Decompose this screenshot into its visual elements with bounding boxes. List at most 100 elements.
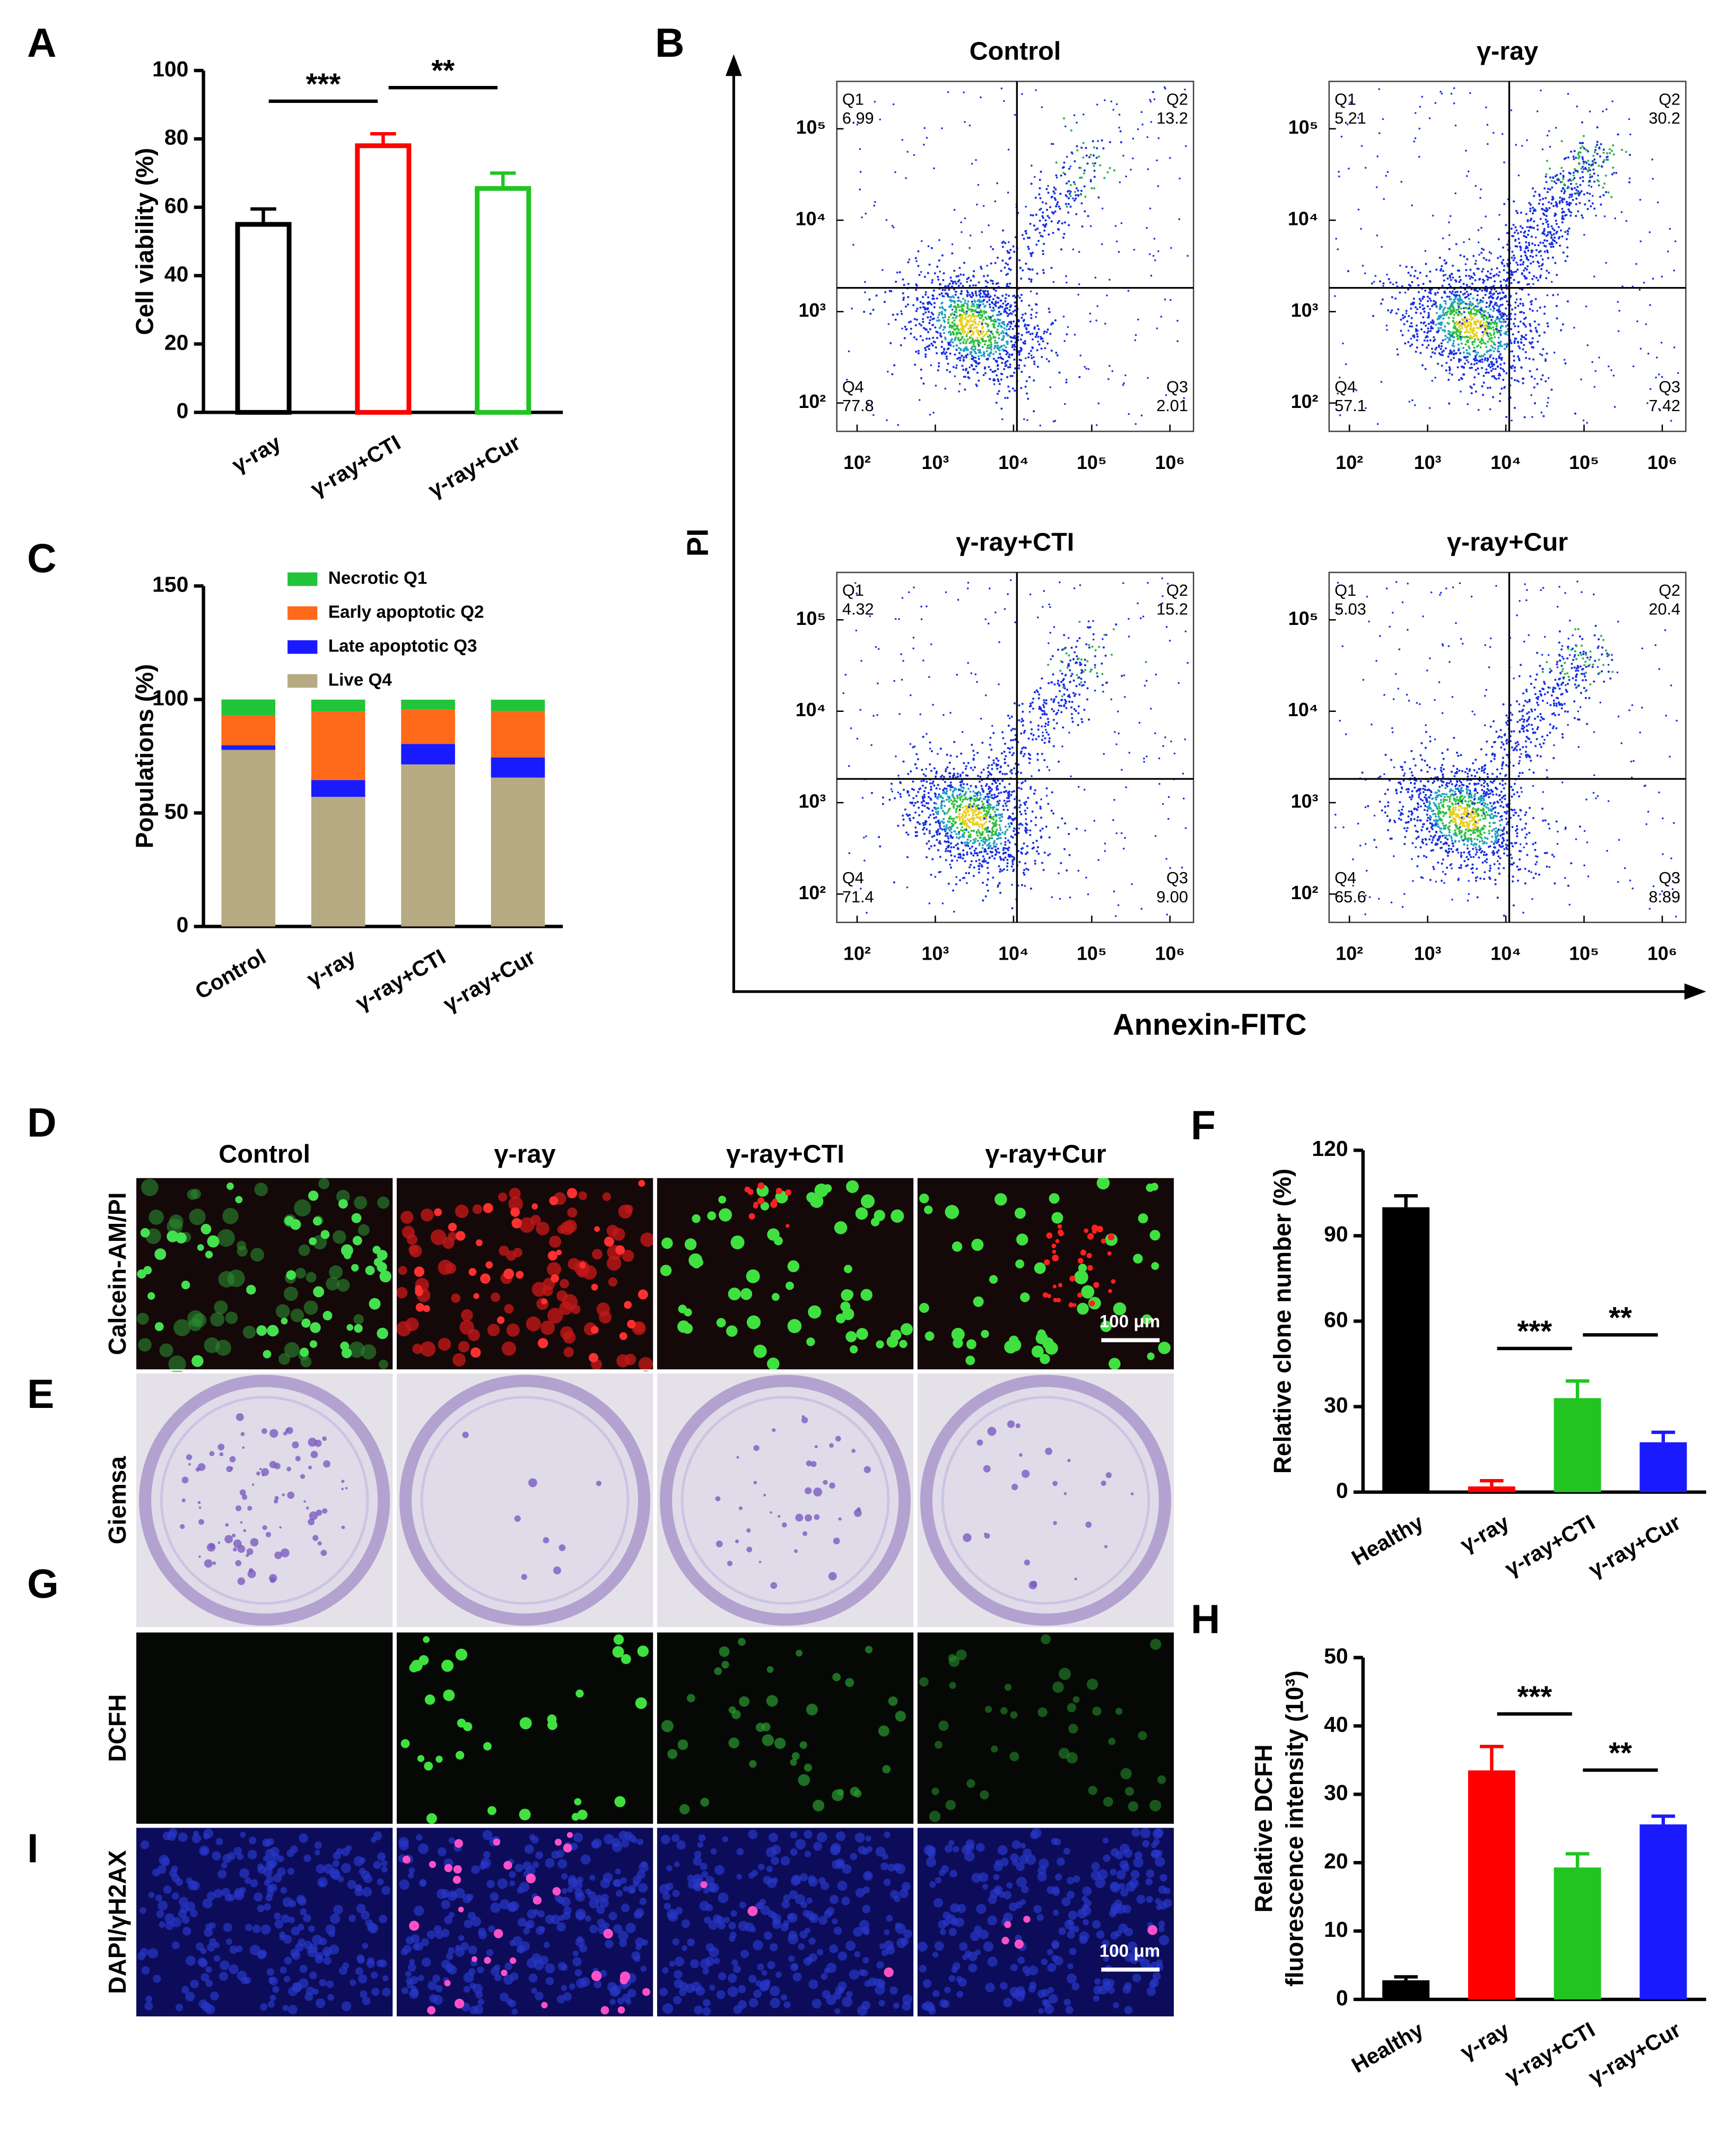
event-dot	[983, 351, 985, 354]
event-dot	[1476, 353, 1478, 356]
event-dot	[1014, 305, 1017, 308]
event-dot	[1523, 269, 1525, 272]
event-dot	[902, 814, 904, 817]
event-dot	[882, 803, 884, 805]
event-dot	[1444, 347, 1447, 350]
event-dot	[1001, 246, 1004, 248]
event-dot	[1522, 348, 1524, 351]
event-dot	[1440, 342, 1443, 345]
event-dot	[1032, 738, 1034, 741]
event-dot	[1074, 334, 1076, 336]
event-dot	[1387, 309, 1390, 312]
event-dot	[1647, 352, 1650, 355]
event-dot	[1009, 366, 1011, 368]
event-dot	[1486, 124, 1489, 126]
event-dot	[1537, 244, 1540, 247]
event-dot	[934, 844, 936, 847]
event-dot	[1489, 272, 1492, 275]
event-dot	[990, 279, 992, 282]
event-dot	[978, 320, 981, 323]
event-dot	[1089, 320, 1092, 323]
event-dot	[1428, 117, 1431, 119]
event-dot	[1539, 198, 1541, 201]
event-dot	[969, 308, 972, 311]
event-dot	[1611, 100, 1613, 102]
event-dot	[1577, 162, 1580, 164]
event-dot	[916, 307, 919, 310]
event-dot	[1459, 254, 1462, 257]
event-dot	[970, 234, 972, 237]
event-dot	[1495, 302, 1497, 305]
event-dot	[973, 368, 976, 371]
event-dot	[943, 800, 945, 803]
event-dot	[913, 318, 916, 320]
event-dot	[1602, 194, 1605, 196]
event-dot	[1061, 679, 1064, 682]
event-dot	[907, 261, 910, 264]
event-dot	[1160, 316, 1163, 318]
event-dot	[1008, 309, 1011, 311]
event-dot	[856, 123, 859, 126]
event-dot	[1438, 344, 1441, 347]
event-dot	[1411, 204, 1413, 206]
event-dot	[1021, 93, 1023, 95]
event-dot	[981, 800, 983, 803]
event-dot	[1594, 162, 1597, 164]
event-dot	[913, 336, 915, 338]
event-dot	[1522, 377, 1525, 380]
event-dot	[1598, 356, 1600, 359]
event-dot	[983, 306, 986, 308]
event-dot	[1561, 187, 1564, 189]
event-dot	[872, 414, 875, 416]
event-dot	[1089, 153, 1092, 156]
event-dot	[1524, 325, 1527, 328]
event-dot	[995, 814, 997, 816]
event-dot	[1097, 196, 1100, 199]
event-dot	[1043, 701, 1046, 704]
event-dot	[1084, 366, 1086, 368]
event-dot	[1030, 820, 1033, 822]
event-dot	[1488, 251, 1491, 254]
event-dot	[939, 747, 942, 750]
event-dot	[946, 812, 948, 814]
event-dot	[997, 314, 999, 316]
event-dot	[1027, 356, 1030, 359]
event-dot	[913, 154, 915, 156]
quadrant-name: Q4	[842, 377, 864, 396]
event-dot	[992, 370, 995, 373]
event-dot	[1032, 734, 1035, 736]
event-dot	[1059, 193, 1062, 195]
event-dot	[1416, 277, 1419, 280]
event-dot	[927, 272, 929, 274]
event-dot	[1511, 308, 1514, 311]
event-dot	[993, 294, 996, 297]
event-dot	[1342, 342, 1344, 345]
event-dot	[1050, 266, 1053, 269]
event-dot	[1566, 300, 1569, 303]
event-dot	[1455, 332, 1458, 335]
event-dot	[1515, 298, 1518, 301]
event-dot	[1563, 158, 1566, 160]
event-dot	[1547, 257, 1550, 259]
event-dot	[1014, 309, 1016, 312]
event-dot	[938, 822, 940, 824]
event-dot	[1022, 319, 1025, 323]
event-dot	[1063, 634, 1066, 637]
event-dot	[1004, 832, 1006, 835]
event-dot	[1549, 145, 1551, 148]
event-dot	[1526, 265, 1529, 267]
event-dot	[956, 303, 959, 306]
event-dot	[1001, 241, 1004, 244]
event-dot	[920, 368, 922, 371]
event-dot	[1536, 368, 1538, 371]
event-dot	[1071, 717, 1074, 719]
event-dot	[1600, 203, 1602, 206]
event-dot	[988, 857, 991, 859]
event-dot	[1093, 146, 1095, 149]
event-dot	[1101, 662, 1103, 665]
event-dot	[984, 807, 987, 810]
event-dot	[969, 124, 971, 127]
event-dot	[1411, 325, 1414, 328]
event-dot	[1364, 272, 1366, 275]
event-dot	[1068, 189, 1070, 192]
